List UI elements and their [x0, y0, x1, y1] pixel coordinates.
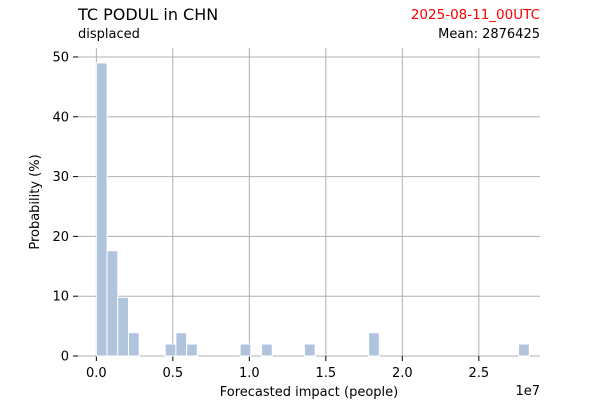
y-tick-label: 50	[52, 50, 69, 65]
mean-value: Mean: 2876425	[438, 27, 540, 42]
histogram-bar	[518, 343, 530, 357]
y-tick-label: 10	[52, 290, 69, 305]
histogram-bar	[127, 332, 140, 357]
chart-title: TC PODUL in CHN	[78, 5, 219, 24]
histogram-bar	[303, 343, 316, 357]
x-axis-offset-label: 1e7	[515, 384, 540, 399]
chart-subtitle: displaced	[78, 27, 140, 42]
histogram-bar	[261, 343, 273, 357]
x-tick-label: 2.0	[392, 366, 413, 381]
y-tick-label: 40	[52, 110, 69, 125]
x-tick-label: 2.5	[468, 366, 489, 381]
y-axis-label: Probability (%)	[28, 154, 43, 249]
x-tick-label: 1.5	[315, 366, 336, 381]
y-tick-label: 30	[52, 170, 69, 185]
histogram-bar	[239, 343, 252, 357]
forecast-date: 2025-08-11_00UTC	[410, 7, 540, 23]
y-tick-label: 0	[61, 350, 69, 365]
histogram-bar	[117, 296, 129, 357]
histogram-bar	[368, 332, 380, 357]
y-tick-label: 20	[52, 230, 69, 245]
x-tick-label: 0.0	[86, 366, 107, 381]
x-tick-label: 1.0	[239, 366, 260, 381]
histogram-bar	[175, 332, 188, 357]
x-axis-label: Forecasted impact (people)	[220, 385, 398, 400]
x-tick-label: 0.5	[163, 366, 184, 381]
histogram-bar	[164, 343, 177, 357]
histogram-bar	[106, 250, 119, 357]
histogram-bar	[186, 343, 198, 357]
histogram-bar	[95, 62, 108, 357]
